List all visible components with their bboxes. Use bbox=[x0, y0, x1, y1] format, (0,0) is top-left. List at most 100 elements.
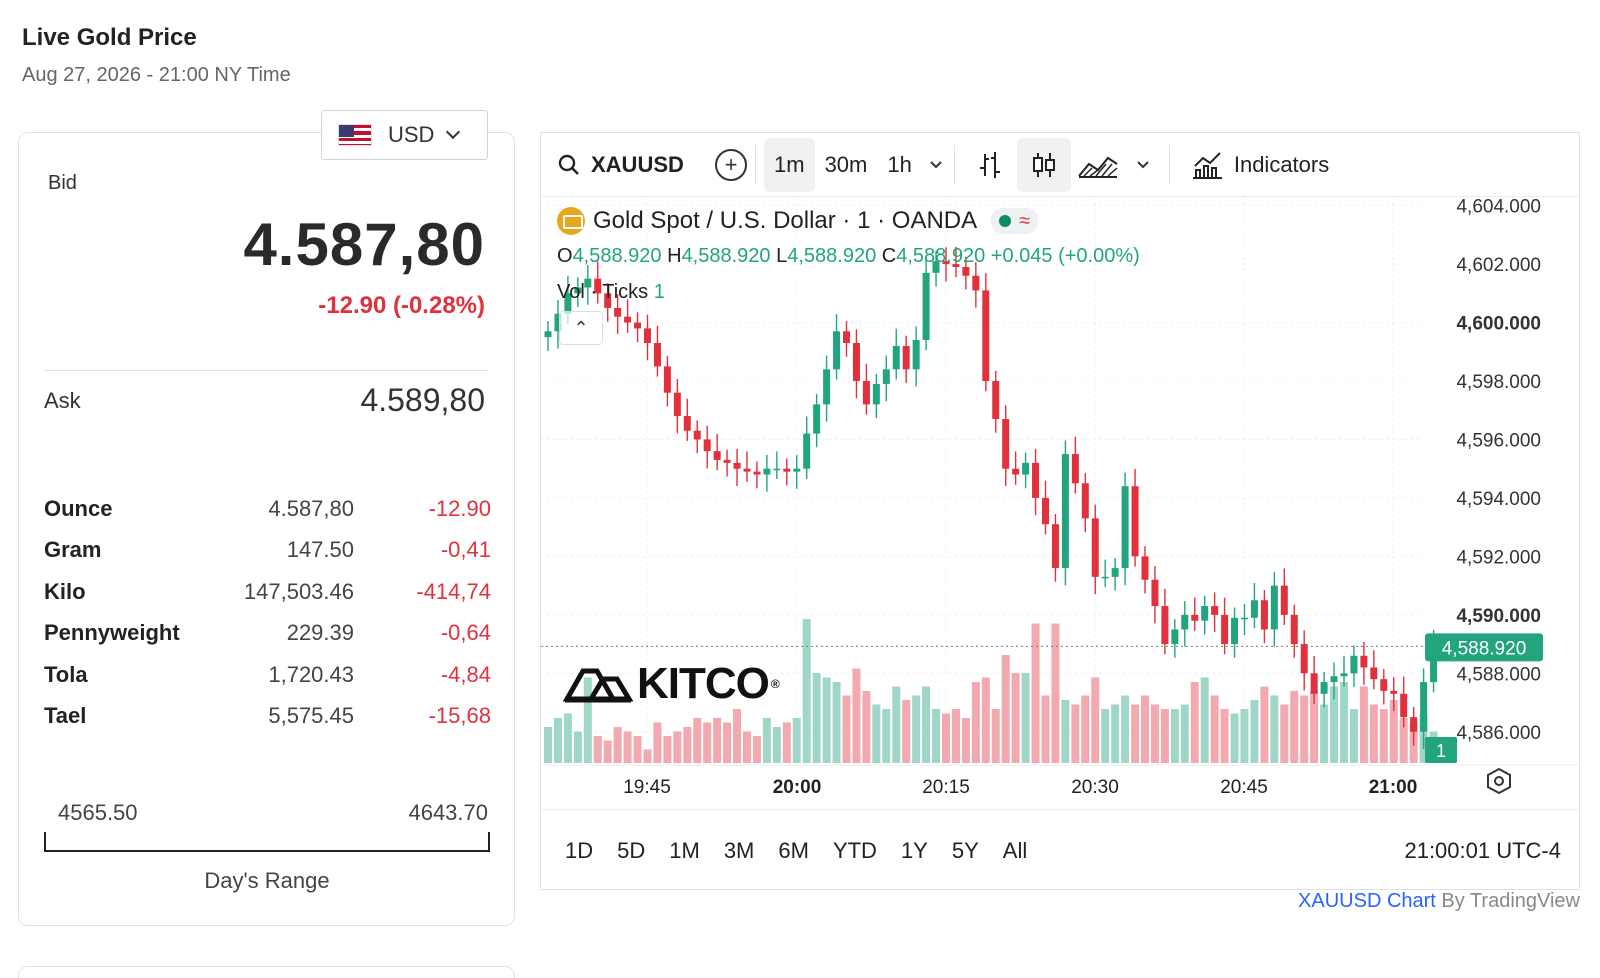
indicators-icon bbox=[1192, 151, 1222, 179]
volume-bar bbox=[862, 691, 871, 763]
kitco-watermark: KITCO ® bbox=[563, 659, 780, 709]
close-value: 4,588.920 bbox=[896, 245, 986, 267]
candle-body bbox=[1410, 717, 1418, 732]
candle-body bbox=[922, 272, 930, 341]
currency-select[interactable]: USD bbox=[321, 110, 488, 160]
volume-bar bbox=[1021, 673, 1030, 763]
interval-1h-button[interactable]: 1h bbox=[887, 151, 912, 177]
unit-price-table: Ounce 4.587,80 -12.90 Gram 147.50 -0,41 … bbox=[44, 488, 491, 737]
divider bbox=[44, 370, 489, 371]
candle-body bbox=[1390, 690, 1398, 694]
candle-body bbox=[554, 313, 562, 332]
range-1d-button[interactable]: 1D bbox=[565, 837, 594, 863]
candle-body bbox=[843, 331, 850, 343]
volume-bar bbox=[1141, 695, 1149, 763]
volume-bar bbox=[1320, 704, 1329, 763]
price-chart[interactable]: 4,604.000 4,602.000 4,600.000 4,598.000 4,59… bbox=[541, 197, 1579, 809]
volume-bar bbox=[663, 736, 672, 763]
candle-body bbox=[803, 433, 811, 469]
candle-body bbox=[1241, 617, 1248, 620]
volume-bar bbox=[842, 695, 851, 763]
volume-bar bbox=[812, 673, 821, 763]
volume-legend: Vol · Ticks 1 bbox=[557, 281, 665, 304]
volume-bar bbox=[1041, 695, 1050, 763]
candle-body bbox=[852, 343, 860, 381]
y-tick-label: 4,598.000 bbox=[1456, 372, 1541, 393]
interval-1m-button[interactable]: 1m bbox=[764, 137, 815, 192]
volume-bar bbox=[1240, 709, 1249, 763]
range-3m-button[interactable]: 3M bbox=[723, 837, 755, 863]
volume-bar bbox=[603, 740, 612, 763]
candle-body bbox=[932, 261, 940, 273]
symbol-label: XAUUSD bbox=[591, 151, 684, 177]
candle-body bbox=[1420, 682, 1428, 732]
candle-body bbox=[644, 328, 651, 343]
candle-body bbox=[1081, 483, 1089, 519]
candle-body bbox=[1350, 655, 1358, 674]
x-tick-label: 19:45 bbox=[623, 777, 671, 798]
range-all-button[interactable]: All bbox=[1002, 837, 1028, 863]
candle-body bbox=[952, 264, 960, 267]
volume-bar bbox=[1001, 655, 1010, 763]
volume-bar bbox=[1031, 623, 1040, 763]
volume-bar bbox=[1300, 695, 1309, 763]
y-tick-label: 4,600.000 bbox=[1456, 314, 1541, 335]
candle-body bbox=[564, 293, 572, 314]
chart-clock[interactable]: 21:00:01 UTC-4 bbox=[1404, 837, 1561, 863]
candle-body bbox=[614, 307, 622, 317]
market-status-pill[interactable]: ≈ bbox=[991, 208, 1039, 234]
range-5y-button[interactable]: 5Y bbox=[951, 837, 979, 863]
candle-body bbox=[1022, 462, 1030, 475]
chevron-down-icon[interactable] bbox=[1133, 155, 1153, 175]
volume-bar bbox=[912, 695, 921, 763]
chevron-down-icon[interactable] bbox=[926, 155, 946, 175]
range-1m-button[interactable]: 1M bbox=[669, 837, 700, 863]
volume-bar bbox=[593, 736, 602, 763]
volume-bar bbox=[573, 731, 582, 763]
wave-icon: ≈ bbox=[1019, 209, 1031, 232]
range-6m-button[interactable]: 6M bbox=[778, 837, 809, 863]
candle-body bbox=[1370, 667, 1378, 680]
area-chart-type-icon[interactable] bbox=[1071, 138, 1125, 192]
volume-bar bbox=[782, 722, 791, 763]
indicators-button[interactable]: Indicators bbox=[1182, 138, 1339, 192]
volume-bar bbox=[772, 727, 781, 763]
interval-30m-button[interactable]: 30m bbox=[824, 151, 868, 177]
bar-chart-type-icon[interactable] bbox=[963, 138, 1017, 192]
collapse-legend-button[interactable]: ⌃ bbox=[559, 311, 603, 345]
volume-bar bbox=[1160, 709, 1169, 763]
unit-price: 4.587,80 bbox=[268, 495, 354, 521]
volume-bar bbox=[1220, 709, 1229, 763]
unit-price: 1,720.43 bbox=[268, 661, 354, 687]
candle-body bbox=[912, 340, 920, 370]
xauusd-chart-link[interactable]: XAUUSD Chart bbox=[1298, 890, 1436, 912]
unit-name: Tael bbox=[44, 703, 87, 729]
chart-toolbar: XAUUSD + 1m 30m 1h Indicators bbox=[541, 133, 1579, 197]
volume-bar bbox=[653, 722, 662, 763]
symbol-search[interactable]: XAUUSD bbox=[541, 152, 691, 178]
x-tick-label: 20:45 bbox=[1220, 777, 1268, 798]
candle-body bbox=[872, 383, 880, 405]
unit-change: -4,84 bbox=[440, 661, 491, 687]
volume-bar bbox=[892, 686, 901, 763]
range-5d-button[interactable]: 5D bbox=[617, 837, 646, 863]
candle-body bbox=[1071, 454, 1079, 484]
range-ytd-button[interactable]: YTD bbox=[832, 837, 877, 863]
volume-bar bbox=[1081, 695, 1090, 763]
candle-body bbox=[1260, 600, 1268, 630]
indicators-label: Indicators bbox=[1233, 151, 1330, 177]
range-1y-button[interactable]: 1Y bbox=[900, 837, 928, 863]
volume-bar bbox=[683, 727, 692, 763]
compare-add-button[interactable]: + bbox=[715, 148, 747, 181]
volume-bar bbox=[1230, 713, 1239, 763]
secondary-card bbox=[18, 966, 515, 978]
candle-body bbox=[1290, 614, 1298, 645]
candle-body bbox=[1270, 585, 1278, 630]
candle-body bbox=[1161, 606, 1169, 645]
chart-settings-icon[interactable] bbox=[1487, 767, 1511, 795]
candles-chart-type-icon[interactable] bbox=[1016, 137, 1071, 192]
volume-bar bbox=[762, 718, 771, 763]
volume-bar bbox=[1111, 704, 1120, 763]
unit-row-kilo: Kilo 147,503.46 -414,74 bbox=[44, 571, 491, 613]
candle-body bbox=[1191, 614, 1199, 621]
